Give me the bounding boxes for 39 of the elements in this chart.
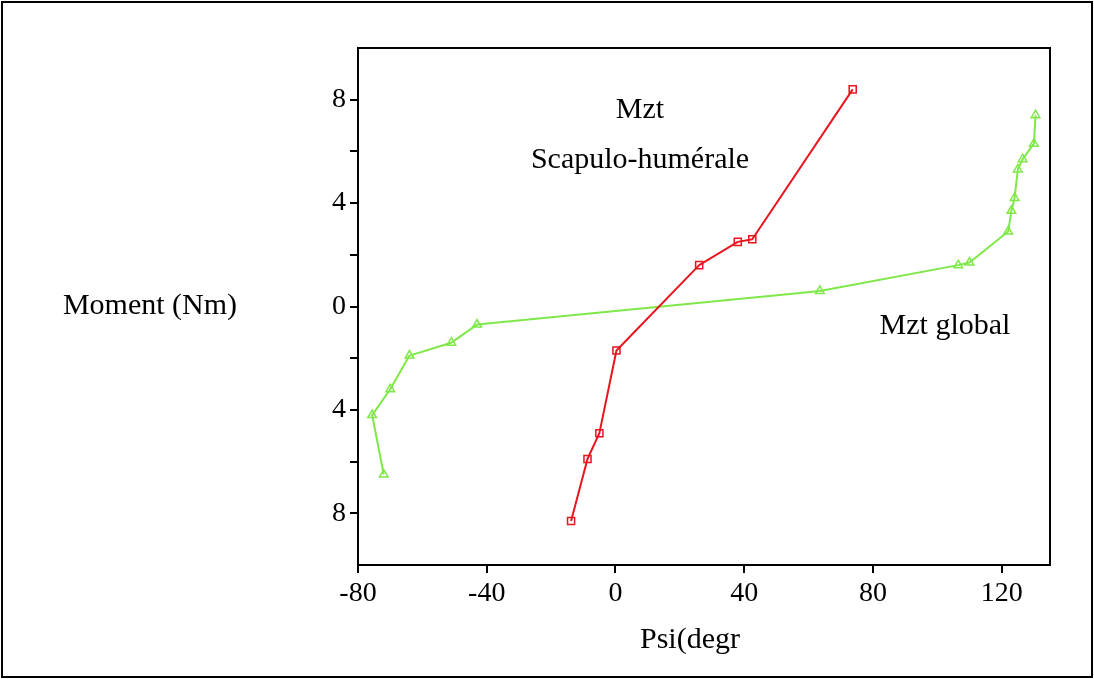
- y-tick-label: 8: [332, 82, 346, 114]
- series-label: Mzt global: [879, 306, 1011, 340]
- x-tick-label: -40: [468, 576, 506, 608]
- point: [1030, 109, 1041, 119]
- point: [446, 336, 457, 346]
- point: [612, 346, 621, 355]
- point: [1009, 192, 1020, 202]
- point: [1028, 137, 1039, 147]
- y-tick-label: 0: [332, 288, 346, 320]
- point: [566, 516, 576, 526]
- x-axis-title: Psi(degr: [640, 620, 740, 655]
- x-tick-label: 120: [980, 576, 1023, 608]
- y-tick-label: 4: [332, 185, 346, 217]
- series-label: Mzt Scapulo-humérale: [530, 90, 750, 174]
- point: [953, 259, 964, 269]
- point: [595, 428, 604, 438]
- point: [1006, 205, 1017, 215]
- point: [367, 409, 378, 419]
- point: [964, 256, 975, 266]
- point: [848, 85, 857, 94]
- point: [733, 237, 743, 247]
- point: [1012, 163, 1023, 173]
- point: [472, 318, 483, 328]
- point: [378, 468, 389, 478]
- point: [404, 349, 415, 359]
- x-tick-label: -80: [339, 576, 377, 608]
- point: [385, 383, 396, 393]
- x-tick-label: 0: [608, 576, 623, 608]
- point: [1003, 225, 1014, 235]
- x-tick-label: 80: [858, 576, 887, 608]
- point: [694, 260, 704, 270]
- point: [814, 285, 825, 295]
- x-tick-label: 40: [730, 576, 759, 608]
- point: [747, 235, 757, 244]
- y-tick-label: 8: [332, 495, 346, 527]
- point: [583, 454, 592, 464]
- y-tick-label: 4: [332, 392, 346, 424]
- y-axis-title: Moment (Nm): [62, 287, 238, 322]
- point: [1017, 153, 1028, 163]
